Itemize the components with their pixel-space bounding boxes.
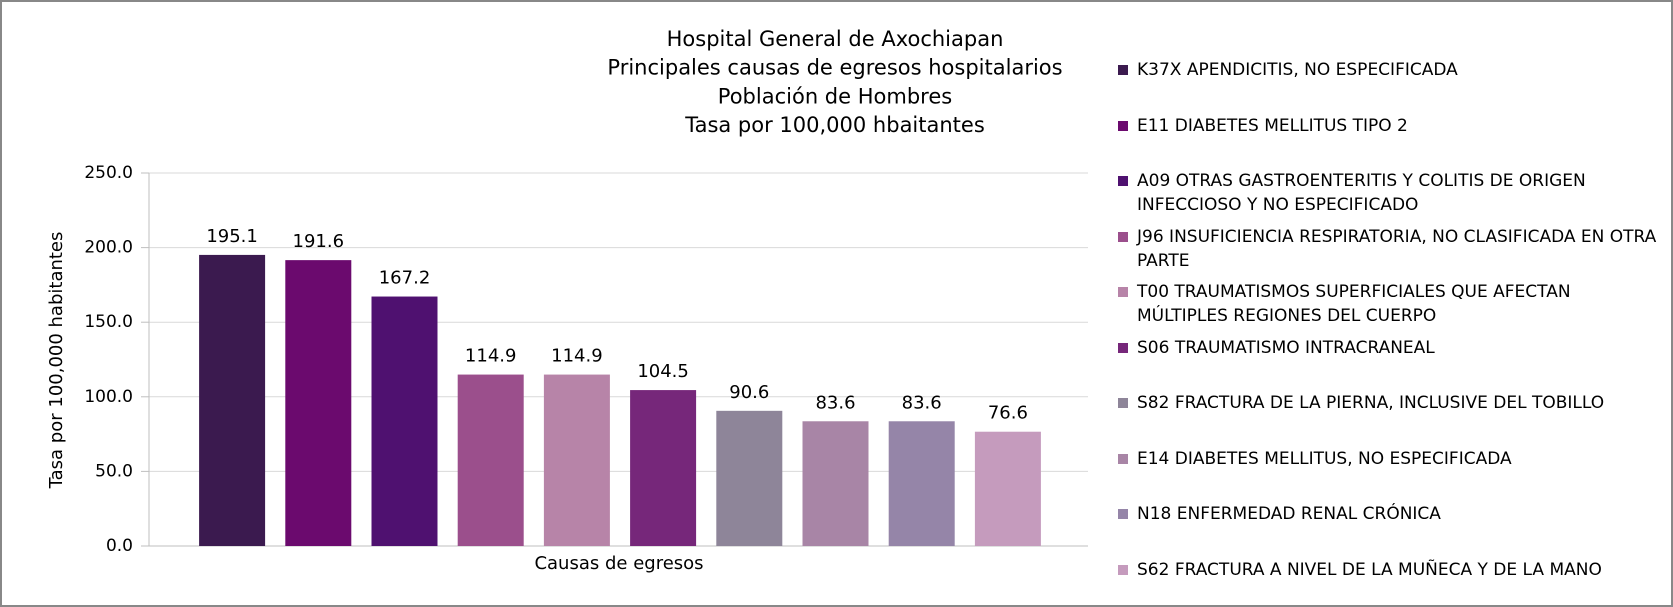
legend-item: J96 INSUFICIENCIA RESPIRATORIA, NO CLASI… <box>1118 225 1658 273</box>
legend-item: S82 FRACTURA DE LA PIERNA, INCLUSIVE DEL… <box>1118 391 1658 415</box>
data-label: 104.5 <box>637 361 689 382</box>
legend-label: A09 OTRAS GASTROENTERITIS Y COLITIS DE O… <box>1137 171 1586 215</box>
legend-label: S62 FRACTURA A NIVEL DE LA MUÑECA Y DE L… <box>1137 559 1602 580</box>
legend-swatch <box>1118 176 1128 186</box>
bar <box>888 421 955 546</box>
legend-item: N18 ENFERMEDAD RENAL CRÓNICA <box>1118 502 1658 526</box>
legend-label: E11 DIABETES MELLITUS TIPO 2 <box>1137 115 1408 136</box>
bar <box>371 296 438 546</box>
data-label: 83.6 <box>902 392 942 413</box>
chart-title: Población de Hombres <box>718 84 952 108</box>
y-tick-label: 200.0 <box>84 238 133 258</box>
y-tick-label: 0.0 <box>106 536 133 556</box>
legend-label: K37X APENDICITIS, NO ESPECIFICADA <box>1137 60 1458 80</box>
bar <box>285 260 352 546</box>
y-axis-title: Tasa por 100,000 habitantes <box>46 232 67 490</box>
data-label: 83.6 <box>815 392 855 413</box>
data-label: 191.6 <box>293 231 345 252</box>
data-label: 114.9 <box>551 346 603 367</box>
bar <box>802 421 869 546</box>
legend-swatch <box>1118 342 1128 353</box>
chart-title: Hospital General de Axochiapan <box>667 27 1004 51</box>
legend-swatch <box>1118 65 1128 75</box>
legend-item: T00 TRAUMATISMOS SUPERFICIALES QUE AFECT… <box>1118 280 1658 328</box>
legend-item: E11 DIABETES MELLITUS TIPO 2 <box>1118 114 1658 138</box>
bar <box>630 390 697 546</box>
legend-swatch <box>1118 564 1128 575</box>
bar <box>199 254 266 546</box>
data-label: 167.2 <box>379 268 431 289</box>
legend-swatch <box>1118 453 1128 464</box>
legend-swatch <box>1118 231 1128 242</box>
legend-item: A09 OTRAS GASTROENTERITIS Y COLITIS DE O… <box>1118 169 1658 217</box>
legend-swatch <box>1118 287 1128 297</box>
y-tick-label: 100.0 <box>84 387 133 407</box>
legend-swatch <box>1118 398 1128 408</box>
data-label: 76.6 <box>988 403 1028 424</box>
legend-swatch <box>1118 120 1128 131</box>
legend-item: E14 DIABETES MELLITUS, NO ESPECIFICADA <box>1118 447 1658 471</box>
legend-label: J96 INSUFICIENCIA RESPIRATORIA, NO CLASI… <box>1137 226 1657 271</box>
bar <box>543 374 610 546</box>
legend-item: S62 FRACTURA A NIVEL DE LA MUÑECA Y DE L… <box>1118 558 1658 582</box>
y-tick-label: 250.0 <box>84 163 133 183</box>
legend-label: S82 FRACTURA DE LA PIERNA, INCLUSIVE DEL… <box>1137 393 1605 413</box>
legend-label: T00 TRAUMATISMOS SUPERFICIALES QUE AFECT… <box>1137 282 1571 326</box>
data-label: 114.9 <box>465 346 517 367</box>
legend-label: N18 ENFERMEDAD RENAL CRÓNICA <box>1137 504 1441 524</box>
data-label: 90.6 <box>729 382 769 403</box>
chart-title: Principales causas de egresos hospitalar… <box>607 56 1062 80</box>
y-tick-label: 50.0 <box>95 461 133 481</box>
bar <box>974 431 1041 546</box>
chart-title: Tasa por 100,000 hbaitantes <box>684 113 985 137</box>
legend-swatch <box>1118 509 1128 519</box>
legend-label: S06 TRAUMATISMO INTRACRANEAL <box>1137 337 1435 358</box>
legend-label: E14 DIABETES MELLITUS, NO ESPECIFICADA <box>1137 448 1512 469</box>
bar <box>457 374 524 546</box>
bar <box>716 410 783 546</box>
legend-item: K37X APENDICITIS, NO ESPECIFICADA <box>1118 58 1658 82</box>
data-label: 195.1 <box>206 226 258 247</box>
legend-item: S06 TRAUMATISMO INTRACRANEAL <box>1118 336 1658 360</box>
y-tick-label: 150.0 <box>84 312 133 332</box>
x-axis-title: Causas de egresos <box>534 553 703 574</box>
